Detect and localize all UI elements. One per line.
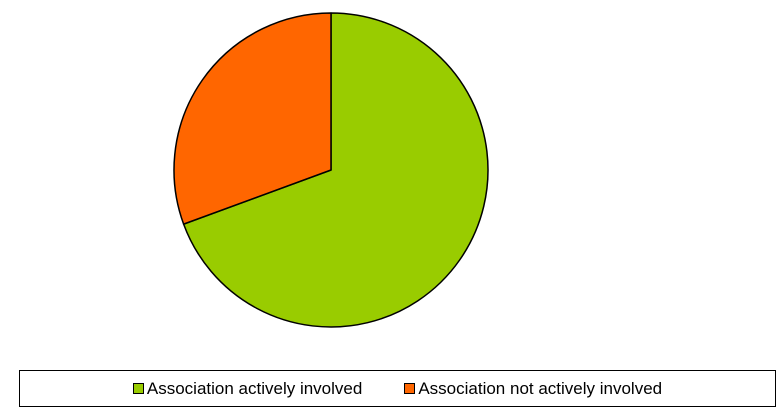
chart-legend: Association actively involved Associatio… <box>19 370 776 407</box>
pie-chart <box>173 12 489 328</box>
pie-slice-not-actively-involved <box>173 12 332 225</box>
pie-slice-actively-involved <box>182 12 489 328</box>
legend-swatch-not-actively-involved <box>404 383 416 394</box>
legend-item-not-actively-involved: Association not actively involved <box>404 379 662 399</box>
legend-label-actively-involved: Association actively involved <box>146 378 363 398</box>
legend-swatch-actively-involved <box>132 383 144 394</box>
legend-label-not-actively-involved: Association not actively involved <box>418 378 663 398</box>
legend-item-actively-involved: Association actively involved <box>132 378 363 399</box>
